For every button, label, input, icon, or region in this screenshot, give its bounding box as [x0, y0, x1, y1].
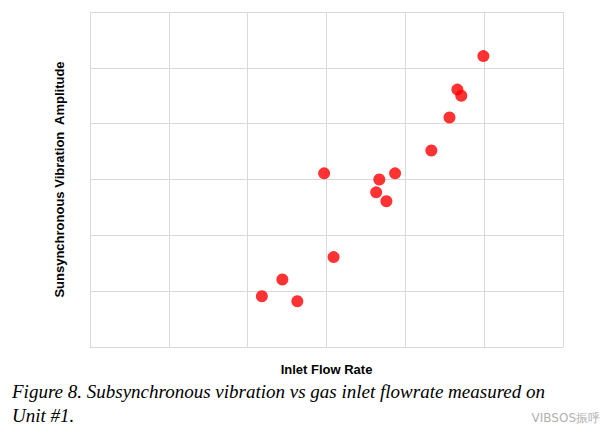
- html-text:VIBSOS振呼: VIBSOS振呼: [531, 411, 600, 425]
- html-text:Figure 8. Subsynchronous vibra: Figure 8. Subsynchronous vibration vs ga…: [12, 381, 545, 426]
- svg-text:Sunsynchronous Vibration Ampl: Sunsynchronous Vibration Amplitude: [52, 61, 67, 297]
- svg-text:Inlet Flow Rate: Inlet Flow Rate: [281, 362, 373, 377]
